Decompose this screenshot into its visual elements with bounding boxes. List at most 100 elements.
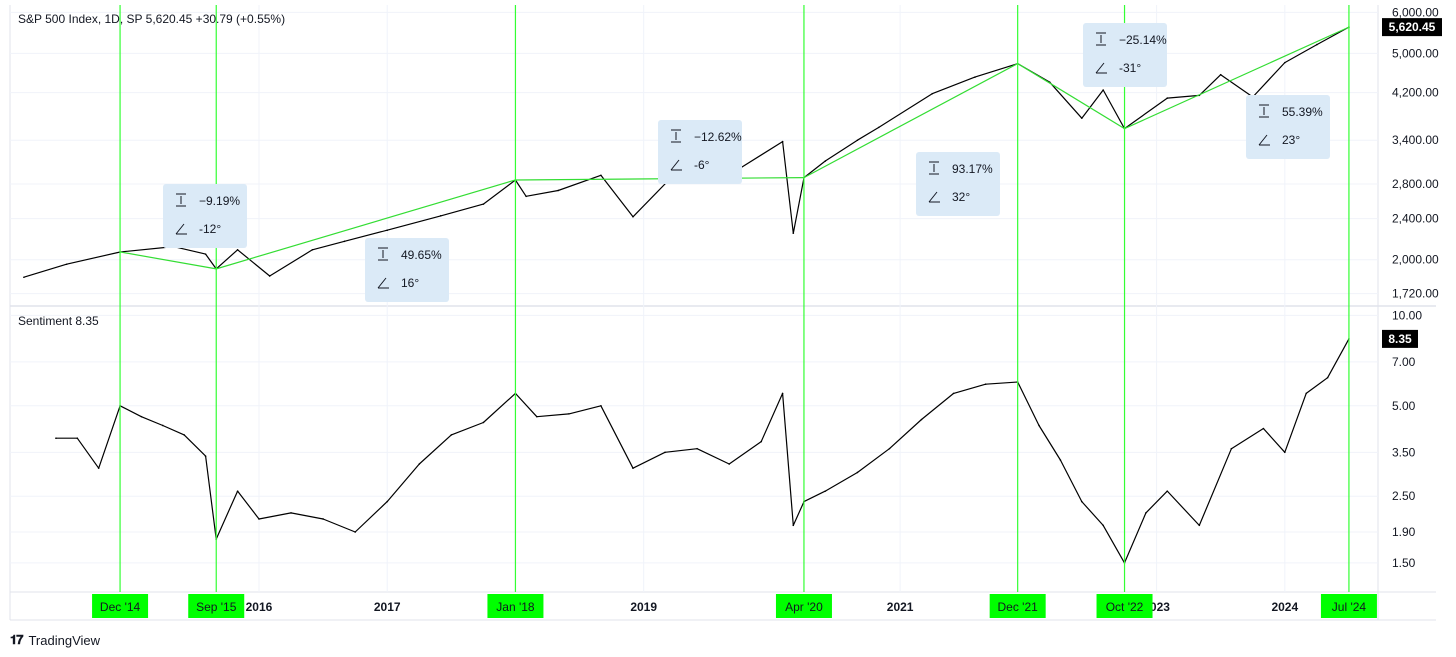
sentiment-point: [696, 447, 698, 450]
sentiment-point: [888, 447, 891, 450]
price-axis-tick: 6,000.00: [1392, 5, 1439, 19]
sentiment-point: [1080, 500, 1083, 503]
angle-icon: [175, 223, 187, 235]
annotation-box: [916, 152, 1000, 216]
trendline[interactable]: [216, 179, 516, 270]
sentiment-point: [322, 518, 324, 520]
trend-annotation[interactable]: −12.62% -6°: [658, 120, 742, 184]
price-last-value-text: 5,620.45: [1389, 20, 1436, 34]
sentiment-point: [728, 463, 730, 465]
sentiment-axis-tick: 10.00: [1392, 308, 1422, 322]
price-axis-tick: 5,000.00: [1392, 46, 1439, 60]
x-axis-tick: 2019: [630, 600, 657, 614]
sentiment-point: [600, 405, 602, 407]
sentiment-point: [236, 490, 239, 492]
date-marker-label: Dec '14: [100, 600, 141, 614]
annotation-angle: 16°: [401, 276, 419, 290]
annotation-angle: -31°: [1119, 61, 1141, 75]
sentiment-point: [1305, 392, 1307, 395]
trendline[interactable]: [119, 251, 217, 270]
sp500-point: [268, 275, 271, 277]
annotation-angle: 23°: [1282, 133, 1300, 147]
sp500-point: [974, 76, 976, 78]
sentiment-point: [418, 463, 421, 465]
sp500-point: [386, 229, 389, 231]
trendline[interactable]: [1017, 63, 1125, 130]
date-marker-label: Jan '18: [496, 600, 535, 614]
sentiment-point: [568, 413, 570, 415]
sentiment-point: [792, 524, 795, 527]
sp500-point: [525, 195, 527, 198]
sentiment-last-value-tag: [1382, 329, 1418, 348]
trend-annotation[interactable]: 49.65% 16°: [365, 238, 449, 302]
annotation-box: [658, 120, 742, 184]
sp500-point: [204, 253, 207, 255]
sentiment-axis-tick: 5.00: [1392, 399, 1416, 413]
trend-annotation[interactable]: 93.17% 32°: [916, 152, 1000, 216]
sp500-point: [1284, 61, 1286, 64]
price-axis-tick: 1,720.00: [1392, 287, 1439, 301]
price-axis-tick: 2,400.00: [1392, 212, 1439, 226]
sp500-point: [781, 140, 784, 143]
trend-annotation[interactable]: 55.39% 23°: [1246, 95, 1330, 159]
sp500-point: [343, 240, 346, 243]
annotation-box: [163, 184, 247, 248]
sp500-point: [792, 232, 795, 234]
price-axis-tick: 4,200.00: [1392, 86, 1439, 100]
annotation-box: [1246, 95, 1330, 159]
sentiment-point: [140, 415, 143, 418]
sp500-point: [439, 215, 442, 217]
sentiment-axis-tick: 2.50: [1392, 489, 1416, 503]
tradingview-logo-icon: 𝟏𝟕: [10, 632, 24, 647]
date-marker-label-bg: [487, 594, 544, 618]
sp500-point: [65, 263, 68, 266]
trend-annotation[interactable]: −25.14% -31°: [1083, 23, 1167, 87]
sentiment-point: [1166, 490, 1169, 492]
annotation-change: 55.39%: [1282, 105, 1323, 119]
x-axis-tick: 2021: [887, 600, 914, 614]
price-pane-title: S&P 500 Index, 1D, SP 5,620.45 +30.79 (+…: [18, 12, 285, 26]
sp500-point: [23, 276, 25, 279]
sentiment-point: [162, 424, 164, 427]
annotation-box: [365, 238, 449, 302]
angle-icon: [928, 191, 940, 203]
trendline[interactable]: [1124, 26, 1350, 130]
date-marker-label-bg: [188, 594, 245, 618]
date-marker-label-bg: [92, 594, 149, 618]
sp500-point: [632, 215, 634, 218]
sp500-point: [482, 203, 485, 205]
sentiment-point: [664, 451, 666, 454]
annotation-change: 49.65%: [401, 248, 442, 262]
annotation-change: 93.17%: [952, 162, 993, 176]
sentiment-axis-tick: 3.50: [1392, 445, 1416, 459]
trendline[interactable]: [803, 63, 1018, 179]
annotation-angle: 32°: [952, 190, 970, 204]
date-marker-label: Dec '21: [998, 600, 1039, 614]
sentiment-point: [97, 467, 100, 469]
sentiment-point: [781, 392, 784, 395]
angle-icon: [1095, 62, 1107, 74]
sp500-point: [856, 139, 859, 142]
sentiment-point: [76, 437, 79, 440]
annotation-box: [1083, 23, 1167, 87]
x-axis-tick: 2017: [374, 600, 401, 614]
sp500-point: [600, 174, 602, 177]
sp500-point: [877, 126, 880, 129]
angle-icon: [1258, 134, 1270, 146]
price-axis-tick: 3,400.00: [1392, 133, 1439, 147]
sentiment-point: [1145, 512, 1147, 514]
angle-icon: [377, 277, 389, 289]
sentiment-axis-tick: 1.50: [1392, 556, 1416, 570]
annotation-angle: -6°: [694, 158, 710, 172]
sentiment-point: [824, 490, 827, 492]
sp500-point: [236, 248, 239, 251]
sp500-point: [1166, 97, 1169, 99]
sp500-point: [1316, 43, 1318, 46]
date-marker-label: Sep '15: [196, 600, 237, 614]
sentiment-point: [55, 437, 57, 440]
date-marker-label-bg: [1096, 594, 1153, 618]
sentiment-axis-tick: 7.00: [1392, 355, 1416, 369]
sp500-point: [1219, 73, 1222, 76]
trend-annotation[interactable]: −9.19% -12°: [163, 184, 247, 248]
